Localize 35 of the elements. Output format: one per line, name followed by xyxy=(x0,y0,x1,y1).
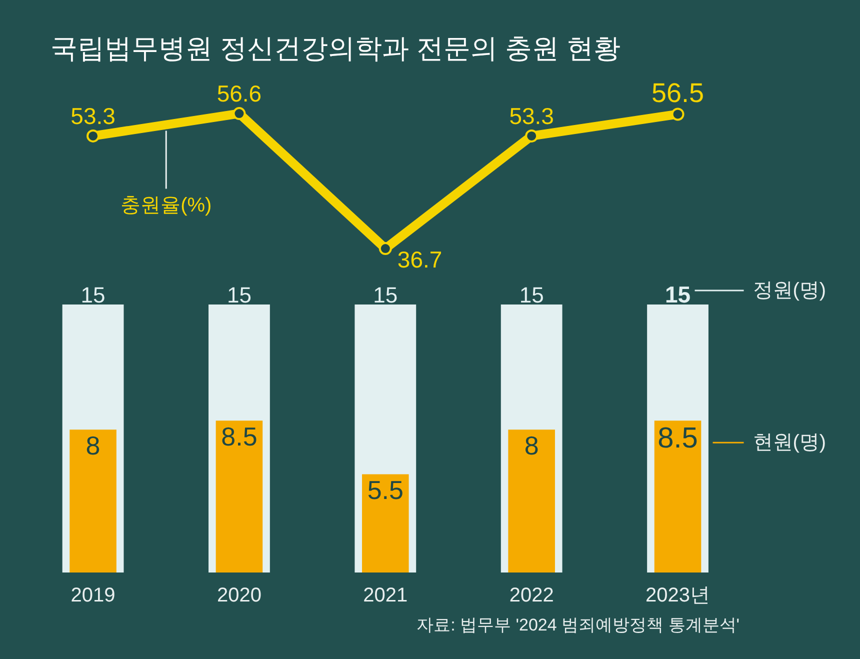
data-label: 8.5 xyxy=(658,422,698,455)
chart-title: 국립법무병원 정신건강의학과 전문의 충원 현황 xyxy=(50,34,621,64)
data-label: 56.5 xyxy=(651,78,704,108)
point xyxy=(671,108,684,121)
bar xyxy=(70,430,116,572)
data-label: 36.7 xyxy=(397,246,442,273)
data-label: 15 xyxy=(226,282,252,308)
text: 충원율(%) xyxy=(120,194,212,217)
point xyxy=(525,129,538,142)
bar xyxy=(216,420,263,572)
data-label: 15 xyxy=(519,282,544,308)
legend-label: 정원(명) xyxy=(752,280,826,302)
bar xyxy=(508,430,555,572)
x-tick-label: 2019 xyxy=(70,584,116,606)
data-label: 56.6 xyxy=(216,80,262,107)
x-tick-label: 2023년 xyxy=(646,584,710,606)
x-tick-label: 2022 xyxy=(509,584,554,606)
data-label: 5.5 xyxy=(367,475,404,506)
x-tick-label: 2020 xyxy=(216,584,262,606)
data-label: 8 xyxy=(86,430,100,461)
point xyxy=(232,107,246,120)
data-label: 15 xyxy=(373,282,398,308)
data-label: 53.3 xyxy=(70,102,116,129)
data-label: 8 xyxy=(524,430,539,461)
data-label: 15 xyxy=(80,282,106,308)
data-label: 15 xyxy=(664,282,691,308)
data-label: 8.5 xyxy=(221,422,258,452)
data-label: 53.3 xyxy=(509,102,554,129)
bar xyxy=(362,474,409,572)
point xyxy=(378,242,392,256)
point xyxy=(86,129,100,142)
legend-label: 현원(명) xyxy=(752,432,826,454)
bar xyxy=(654,420,702,572)
x-tick-label: 2021 xyxy=(363,584,408,606)
text: 자료: 법무부 '2024 범죄예방정책 통계분석' xyxy=(416,616,740,634)
